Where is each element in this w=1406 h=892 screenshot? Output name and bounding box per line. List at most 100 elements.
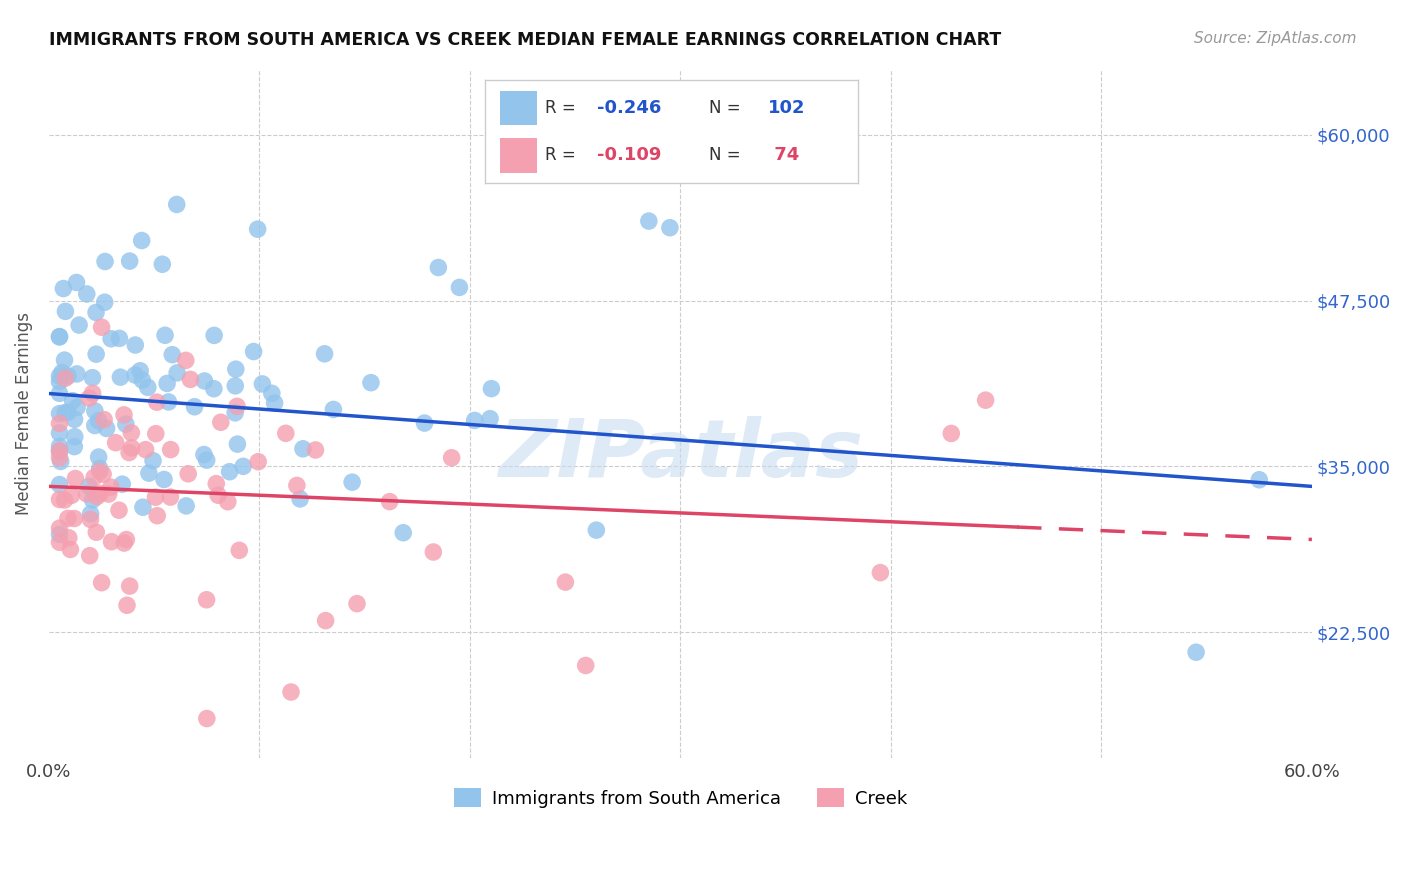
Point: [145, 426, 167, 441]
Point: [150, 257, 173, 271]
Point: [585, 523, 607, 537]
Point: [48, 444, 70, 458]
Text: -0.246: -0.246: [596, 99, 661, 117]
Text: N =: N =: [709, 99, 745, 117]
Point: [1185, 645, 1208, 659]
Bar: [501, 91, 537, 126]
Point: [322, 402, 344, 417]
Point: [48, 425, 70, 440]
Point: [1249, 473, 1271, 487]
Point: [84, 525, 107, 540]
Point: [124, 368, 146, 382]
Point: [218, 465, 240, 479]
Point: [112, 408, 135, 422]
Point: [100, 480, 122, 494]
Point: [174, 499, 197, 513]
Point: [554, 575, 576, 590]
Point: [115, 533, 138, 547]
Point: [202, 382, 225, 396]
Point: [291, 442, 314, 456]
Point: [974, 393, 997, 408]
Point: [146, 508, 169, 523]
Point: [422, 545, 444, 559]
Point: [91, 467, 114, 482]
Point: [285, 478, 308, 492]
Point: [226, 437, 249, 451]
Point: [481, 382, 503, 396]
Text: N =: N =: [709, 146, 745, 164]
Point: [58, 531, 80, 545]
Point: [131, 373, 153, 387]
Point: [53, 406, 76, 420]
Text: Source: ZipAtlas.com: Source: ZipAtlas.com: [1194, 31, 1357, 46]
Point: [869, 566, 891, 580]
Point: [82, 493, 104, 508]
Point: [112, 536, 135, 550]
Point: [340, 475, 363, 490]
Point: [136, 380, 159, 394]
Point: [179, 372, 201, 386]
Point: [135, 442, 157, 457]
Text: 102: 102: [768, 99, 806, 117]
Point: [207, 488, 229, 502]
Text: ZIPatlas: ZIPatlas: [498, 416, 863, 494]
Point: [77, 391, 100, 405]
Point: [53, 493, 76, 508]
Point: [260, 386, 283, 401]
Point: [637, 214, 659, 228]
Point: [166, 366, 188, 380]
Point: [48, 375, 70, 389]
Point: [63, 440, 86, 454]
Point: [83, 470, 105, 484]
Point: [274, 426, 297, 441]
Point: [63, 511, 86, 525]
Point: [48, 439, 70, 453]
Point: [55, 304, 77, 318]
Point: [121, 441, 143, 455]
Point: [157, 395, 180, 409]
Point: [153, 473, 176, 487]
Point: [51, 366, 73, 380]
Point: [156, 376, 179, 391]
Point: [464, 413, 486, 427]
Point: [177, 467, 200, 481]
Point: [62, 393, 84, 408]
Point: [48, 477, 70, 491]
Point: [108, 503, 131, 517]
Point: [48, 443, 70, 458]
Point: [56, 369, 79, 384]
Point: [346, 597, 368, 611]
Point: [56, 405, 79, 419]
Point: [242, 344, 264, 359]
Point: [94, 254, 117, 268]
Point: [159, 490, 181, 504]
Point: [96, 421, 118, 435]
Point: [83, 418, 105, 433]
Point: [100, 332, 122, 346]
Point: [87, 414, 110, 428]
Point: [89, 461, 111, 475]
Point: [263, 396, 285, 410]
Point: [440, 450, 463, 465]
Point: [124, 338, 146, 352]
Point: [48, 450, 70, 465]
Y-axis label: Median Female Earnings: Median Female Earnings: [15, 312, 32, 515]
Point: [217, 494, 239, 508]
Point: [66, 401, 89, 415]
Point: [59, 542, 82, 557]
Point: [159, 442, 181, 457]
Point: [48, 535, 70, 549]
Point: [315, 614, 337, 628]
Point: [183, 400, 205, 414]
Point: [82, 370, 104, 384]
Point: [65, 276, 87, 290]
Point: [60, 488, 83, 502]
Text: R =: R =: [544, 146, 581, 164]
Text: 74: 74: [768, 146, 800, 164]
Point: [193, 448, 215, 462]
Point: [118, 579, 141, 593]
Point: [53, 371, 76, 385]
Point: [205, 476, 228, 491]
Point: [108, 331, 131, 345]
Point: [658, 220, 681, 235]
